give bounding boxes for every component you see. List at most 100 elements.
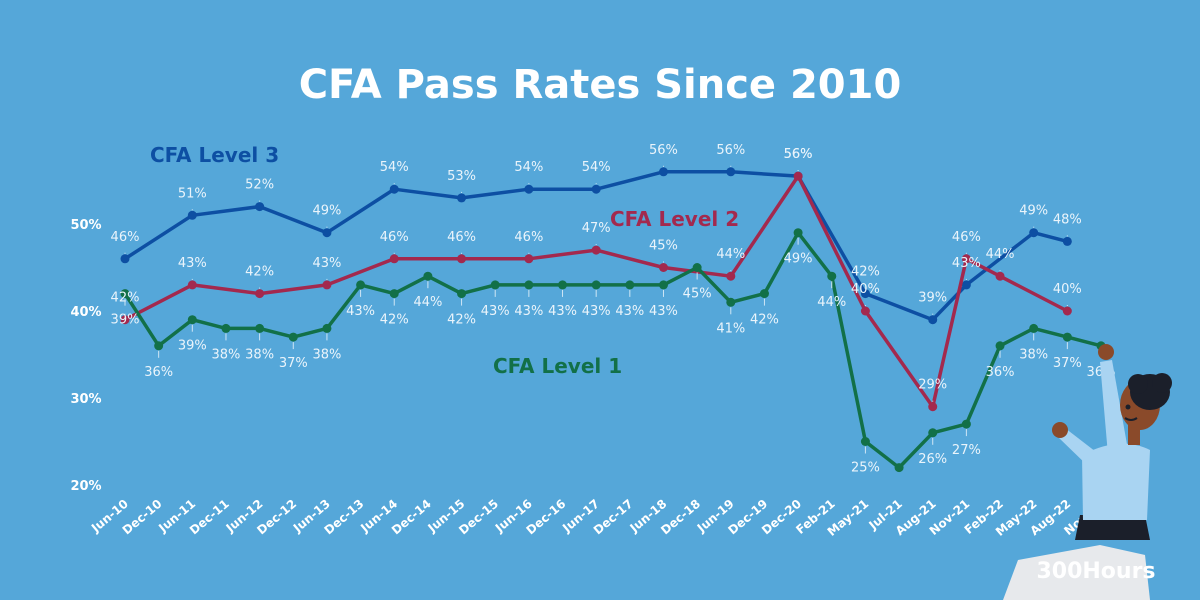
data-point	[793, 228, 803, 238]
data-point	[120, 254, 130, 264]
y-tick-label: 30%	[70, 392, 101, 407]
series-line	[123, 230, 1103, 470]
person-illustration	[1003, 344, 1172, 600]
data-point	[221, 323, 231, 333]
data-label: 52%	[245, 178, 274, 193]
data-point	[187, 210, 197, 220]
data-point	[726, 167, 736, 177]
data-label: 46%	[447, 230, 476, 245]
data-label: 38%	[212, 347, 241, 362]
y-tick-label: 20%	[70, 479, 101, 494]
data-label: 43%	[514, 304, 543, 319]
data-point	[490, 280, 500, 290]
brand-logo: 300Hours	[1036, 559, 1155, 584]
data-point	[692, 263, 702, 272]
data-label: 46%	[952, 230, 981, 245]
data-label: 43%	[582, 304, 611, 319]
data-point	[255, 323, 265, 333]
data-label: 43%	[615, 304, 644, 319]
data-point	[120, 315, 130, 325]
data-point	[658, 167, 668, 177]
data-point	[658, 263, 668, 272]
data-label: 36%	[144, 365, 173, 380]
data-point	[591, 245, 601, 255]
data-label: 44%	[716, 247, 745, 262]
data-label: 56%	[649, 143, 678, 158]
data-label: 47%	[582, 221, 611, 236]
data-label: 39%	[178, 339, 207, 354]
data-label: 37%	[279, 356, 308, 371]
data-label: 38%	[312, 347, 341, 362]
data-point	[255, 289, 265, 299]
data-point	[457, 193, 467, 203]
data-point	[995, 271, 1005, 281]
data-point	[187, 280, 197, 290]
series-lines	[120, 167, 1106, 473]
data-point	[961, 419, 971, 429]
data-point	[1029, 228, 1039, 238]
series-names: CFA Level 3 CFA Level 2 CFA Level 1	[150, 143, 739, 378]
data-point	[860, 289, 870, 299]
data-label: 44%	[986, 247, 1015, 262]
data-point	[961, 280, 971, 290]
data-point	[457, 254, 467, 264]
data-point	[154, 341, 164, 351]
chart-title: CFA Pass Rates Since 2010	[299, 62, 902, 108]
data-label: 49%	[1019, 204, 1048, 219]
data-point	[389, 254, 399, 264]
data-point	[1029, 323, 1039, 333]
data-label: 42%	[380, 313, 409, 328]
y-tick-label: 40%	[70, 305, 101, 320]
data-label: 38%	[1019, 347, 1048, 362]
data-point	[524, 254, 534, 264]
data-label: 44%	[413, 295, 442, 310]
data-point	[793, 171, 803, 181]
data-label: 54%	[380, 160, 409, 175]
data-label: 42%	[851, 265, 880, 280]
data-label: 44%	[817, 295, 846, 310]
data-label: 43%	[481, 304, 510, 319]
series-name-label: CFA Level 2	[610, 207, 739, 231]
data-label: 56%	[784, 147, 813, 162]
data-point	[322, 228, 332, 238]
data-point	[928, 402, 938, 412]
x-axis: Jun-10Dec-10Jun-11Dec-11Jun-12Dec-12Jun-…	[88, 497, 1107, 539]
series-line	[123, 174, 1070, 409]
data-label: 42%	[447, 313, 476, 328]
data-point	[928, 315, 938, 325]
data-label: 43%	[548, 304, 577, 319]
data-label: 42%	[245, 265, 274, 280]
data-label: 54%	[582, 160, 611, 175]
series-name-label: CFA Level 3	[150, 143, 279, 167]
data-point	[894, 463, 904, 473]
data-point	[255, 202, 265, 212]
data-label: 37%	[1053, 356, 1082, 371]
data-point	[961, 254, 971, 264]
data-label: 46%	[380, 230, 409, 245]
data-point	[625, 280, 635, 290]
data-point	[860, 306, 870, 316]
series-name-label: CFA Level 1	[493, 354, 622, 378]
data-label: 49%	[312, 204, 341, 219]
data-point	[1062, 236, 1072, 246]
data-label: 43%	[178, 256, 207, 271]
data-point	[1062, 332, 1072, 342]
data-label: 29%	[918, 378, 947, 393]
data-label: 40%	[1053, 282, 1082, 297]
data-point	[1062, 306, 1072, 316]
data-label: 45%	[649, 239, 678, 254]
data-label: 43%	[312, 256, 341, 271]
data-label: 43%	[952, 256, 981, 271]
data-point	[860, 437, 870, 446]
data-label: 25%	[851, 461, 880, 476]
data-label: 36%	[986, 365, 1015, 380]
data-point	[726, 297, 736, 307]
data-point	[322, 323, 332, 333]
data-point	[356, 280, 366, 290]
data-label: 54%	[514, 160, 543, 175]
data-label: 39%	[111, 313, 140, 328]
data-label: 42%	[111, 291, 140, 306]
series-line	[123, 170, 1070, 322]
